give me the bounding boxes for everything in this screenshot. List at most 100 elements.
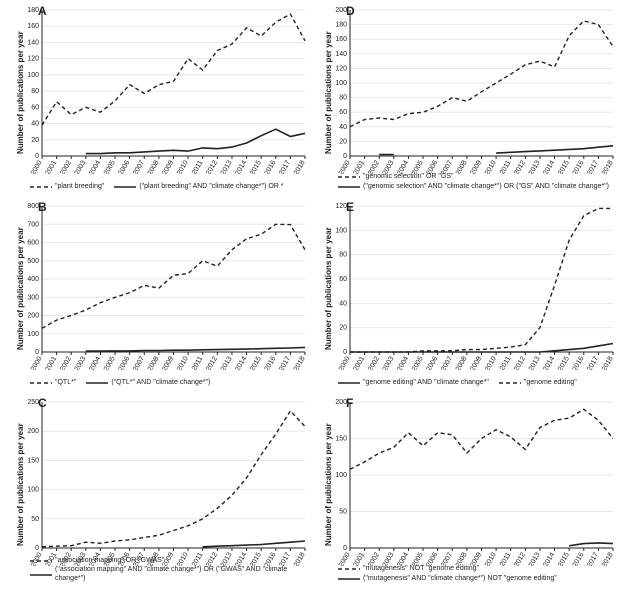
svg-text:2010: 2010 <box>484 551 498 566</box>
series-line <box>86 347 305 351</box>
solid-line-icon <box>338 575 360 583</box>
svg-text:2016: 2016 <box>572 551 586 566</box>
svg-text:2008: 2008 <box>147 355 161 370</box>
legend-item: "genome editing" <box>499 379 577 387</box>
svg-text:100: 100 <box>27 487 39 494</box>
svg-text:2013: 2013 <box>528 355 542 370</box>
svg-text:80: 80 <box>31 88 39 95</box>
svg-text:0: 0 <box>35 349 39 356</box>
series-line <box>569 543 613 546</box>
svg-text:2000: 2000 <box>338 551 352 566</box>
solid-line-icon <box>114 183 136 191</box>
dashed-line-icon <box>30 379 52 387</box>
svg-text:160: 160 <box>27 23 39 30</box>
series-line <box>86 129 305 153</box>
svg-text:2001: 2001 <box>352 551 366 566</box>
svg-text:2003: 2003 <box>382 159 396 174</box>
series-line <box>350 344 613 353</box>
dashed-line-icon <box>499 379 521 387</box>
solid-line-icon <box>86 379 108 387</box>
svg-text:2011: 2011 <box>191 159 205 174</box>
svg-text:2009: 2009 <box>469 159 483 174</box>
svg-text:2014: 2014 <box>542 551 556 566</box>
svg-text:2012: 2012 <box>205 159 219 174</box>
legend-text: "QTL*" <box>55 379 76 387</box>
svg-text:150: 150 <box>27 457 39 464</box>
svg-text:2002: 2002 <box>367 159 381 174</box>
solid-line-icon <box>338 379 360 387</box>
svg-text:2003: 2003 <box>382 551 396 566</box>
legend-text: "genome editing" AND "climate change*" <box>363 379 489 387</box>
series-line <box>379 146 613 155</box>
svg-text:2004: 2004 <box>396 355 410 370</box>
svg-text:2008: 2008 <box>147 159 161 174</box>
svg-text:2011: 2011 <box>499 551 513 566</box>
svg-text:2001: 2001 <box>44 355 58 370</box>
svg-text:2006: 2006 <box>426 551 440 566</box>
legend-text: "genome editing" <box>524 379 577 387</box>
svg-text:2003: 2003 <box>74 355 88 370</box>
panel-label: E <box>346 200 354 214</box>
panel-label: A <box>38 4 47 18</box>
svg-text:2017: 2017 <box>278 159 292 174</box>
y-axis-label: Number of publications per year <box>324 227 333 350</box>
chart-A: 0204060801001201401601802000200120022003… <box>8 4 311 174</box>
svg-text:100: 100 <box>27 331 39 338</box>
y-axis-label: Number of publications per year <box>16 423 25 546</box>
chart-C: 0501001502002502000200120022003200420052… <box>8 396 311 566</box>
svg-text:500: 500 <box>27 258 39 265</box>
y-axis-label: Number of publications per year <box>16 227 25 350</box>
svg-text:0: 0 <box>343 153 347 160</box>
svg-text:2007: 2007 <box>132 355 146 370</box>
legend-item: ("plant breeding" AND "climate change*")… <box>114 183 283 191</box>
legend: "plant breeding" ("plant breeding" AND "c… <box>30 183 307 192</box>
svg-text:2018: 2018 <box>293 355 307 370</box>
svg-text:2002: 2002 <box>59 355 73 370</box>
svg-text:40: 40 <box>31 121 39 128</box>
svg-text:2002: 2002 <box>59 159 73 174</box>
svg-text:2013: 2013 <box>220 355 234 370</box>
svg-text:2012: 2012 <box>513 551 527 566</box>
svg-text:2004: 2004 <box>88 355 102 370</box>
svg-text:2013: 2013 <box>528 551 542 566</box>
svg-text:40: 40 <box>339 300 347 307</box>
figure: A Number of publications per year 0 20 40 60 8… <box>0 0 625 592</box>
svg-text:2014: 2014 <box>542 159 556 174</box>
svg-text:100: 100 <box>335 472 347 479</box>
svg-text:120: 120 <box>335 65 347 72</box>
svg-text:20: 20 <box>339 325 347 332</box>
y-axis-label: Number of publications per year <box>16 31 25 154</box>
svg-text:2014: 2014 <box>234 355 248 370</box>
panel-label: D <box>346 4 355 18</box>
svg-text:2006: 2006 <box>118 159 132 174</box>
svg-text:2008: 2008 <box>455 551 469 566</box>
panel-A: ANumber of publications per year02040608… <box>8 4 311 192</box>
svg-text:2009: 2009 <box>161 159 175 174</box>
svg-text:2010: 2010 <box>176 355 190 370</box>
solid-line-icon <box>338 183 360 191</box>
svg-text:2015: 2015 <box>557 355 571 370</box>
svg-text:160: 160 <box>335 36 347 43</box>
svg-text:400: 400 <box>27 276 39 283</box>
svg-text:2009: 2009 <box>469 551 483 566</box>
svg-text:700: 700 <box>27 221 39 228</box>
svg-text:100: 100 <box>27 72 39 79</box>
svg-text:60: 60 <box>339 276 347 283</box>
legend: "QTL*"("QTL*" AND "climate change*") <box>30 379 307 388</box>
svg-text:2018: 2018 <box>601 355 615 370</box>
svg-text:100: 100 <box>335 80 347 87</box>
legend-text: "plant breeding" <box>55 183 104 191</box>
svg-text:300: 300 <box>27 294 39 301</box>
chart-E: 0204060801001202000200120022003200420052… <box>316 200 619 370</box>
svg-text:150: 150 <box>335 436 347 443</box>
panel-label: F <box>346 396 353 410</box>
svg-text:600: 600 <box>27 240 39 247</box>
svg-text:2001: 2001 <box>352 355 366 370</box>
svg-text:2011: 2011 <box>499 355 513 370</box>
svg-text:0: 0 <box>343 349 347 356</box>
legend-text: "mutagenesis" NOT "genome editing" <box>363 565 479 573</box>
svg-text:2010: 2010 <box>484 159 498 174</box>
svg-text:2012: 2012 <box>205 355 219 370</box>
svg-text:2004: 2004 <box>396 159 410 174</box>
svg-text:2015: 2015 <box>249 355 263 370</box>
